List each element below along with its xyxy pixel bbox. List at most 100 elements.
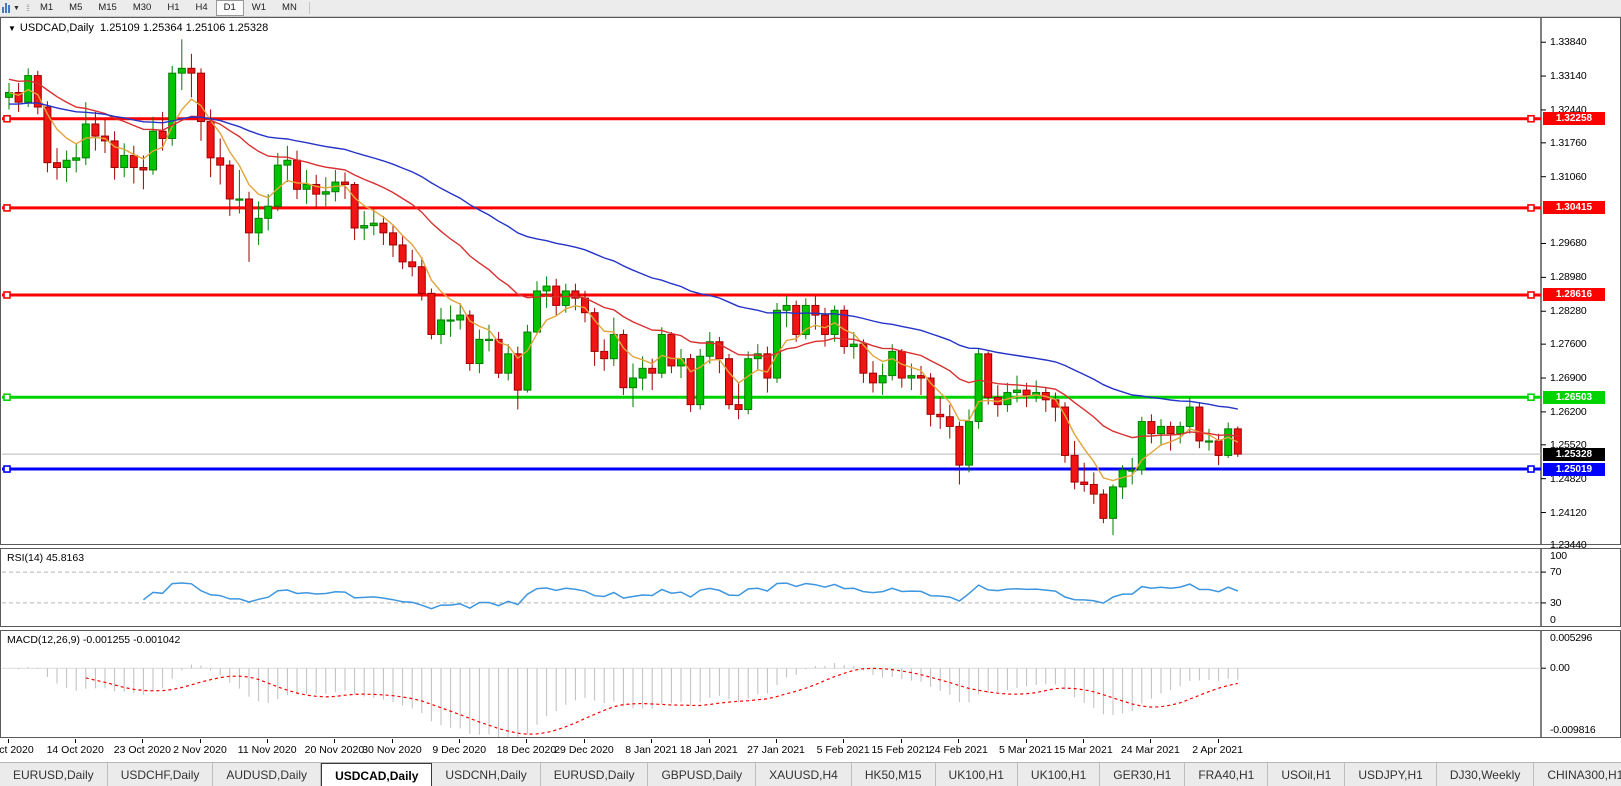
date-tick — [526, 739, 528, 743]
line-handle-icon[interactable] — [3, 465, 11, 473]
timeframe-button-h1[interactable]: H1 — [167, 2, 180, 13]
line-handle-icon[interactable] — [1527, 114, 1535, 123]
bottom-tab-fra40-h1[interactable]: FRA40,H1 — [1185, 763, 1269, 786]
price-axis-label: 1.31760 — [1550, 136, 1587, 149]
date-tick — [267, 739, 269, 743]
ma-medium-line[interactable] — [8, 78, 1238, 439]
bottom-tab-xauusd-h4[interactable]: XAUUSD,H4 — [756, 763, 852, 786]
date-tick — [1025, 739, 1027, 743]
line-handle-icon[interactable] — [3, 114, 11, 123]
date-label: 24 Mar 2021 — [1120, 744, 1180, 756]
line-handle-icon[interactable] — [3, 393, 11, 402]
price-axis-label: 1.33140 — [1550, 70, 1587, 83]
hline-price-label: 1.32258 — [1543, 112, 1605, 126]
bottom-tab-eurusd-daily[interactable]: EURUSD,Daily — [0, 763, 108, 786]
date-label: 29 Dec 2020 — [554, 744, 614, 756]
date-label: 2 Nov 2020 — [173, 744, 227, 756]
bottom-tab-dj30-weekly[interactable]: DJ30,Weekly — [1437, 763, 1535, 786]
line-handle-icon[interactable] — [1527, 291, 1535, 299]
rsi-panel: RSI(14) 45.8163 100 70 30 0 — [0, 548, 1621, 627]
timeframe-button-m30[interactable]: M30 — [132, 2, 152, 13]
price-axis-label: 1.26900 — [1550, 372, 1587, 385]
timeframe-button-w1[interactable]: W1 — [251, 2, 267, 13]
hline-price-label: 1.30415 — [1543, 201, 1605, 215]
bottom-tab-audusd-daily[interactable]: AUDUSD,Daily — [213, 763, 322, 786]
rsi-scale-top: 100 — [1550, 550, 1567, 562]
date-tick — [142, 739, 144, 743]
timeframe-button-h4[interactable]: H4 — [195, 2, 208, 13]
ma-slow-line[interactable] — [9, 102, 1238, 410]
rsi-title: RSI(14) 45.8163 — [7, 552, 85, 564]
line-handle-icon[interactable] — [3, 291, 11, 299]
date-tick — [900, 739, 902, 743]
ma-fast-line[interactable] — [8, 88, 1239, 482]
timeframe-toolbar: ▼ ⁞⁞ M1 M5 M15 M30 H1 H4 D1 W1 MN — [0, 0, 1621, 17]
timeframe-button-mn[interactable]: MN — [282, 2, 297, 13]
timeframe-button-m1[interactable]: M1 — [39, 2, 54, 13]
chart-title: ▼ USDCAD,Daily 1.25109 1.25364 1.25106 1.… — [8, 22, 268, 34]
bottom-tab-usdcnh-daily[interactable]: USDCNH,Daily — [432, 763, 541, 786]
timeframe-button-m15[interactable]: M15 — [98, 2, 117, 13]
price-axis-label: 1.33840 — [1550, 36, 1587, 49]
date-tick — [843, 739, 845, 743]
macd-title: MACD(12,26,9) -0.001255 -0.001042 — [7, 634, 181, 646]
price-axis-label: 1.26200 — [1550, 405, 1587, 418]
rsi-line — [142, 582, 1239, 610]
toolbar-grip-icon: ⁞⁞ — [25, 3, 30, 13]
bottom-tab-china300-h1[interactable]: CHINA300,H1 — [1534, 763, 1621, 786]
date-label: 9 Dec 2020 — [432, 744, 487, 756]
date-label: 24 Feb 2021 — [928, 744, 988, 756]
bar-chart-icon[interactable] — [2, 3, 11, 13]
candles-layer — [5, 39, 1242, 536]
hline-price-label: 1.28616 — [1543, 288, 1605, 302]
line-handle-icon[interactable] — [1527, 204, 1535, 212]
macd-signal-line — [85, 667, 1238, 735]
line-handle-icon[interactable] — [3, 204, 11, 212]
date-tick — [334, 739, 336, 743]
macd-histogram — [18, 662, 1239, 737]
date-label: 15 Feb 2021 — [871, 744, 931, 756]
macd-panel: MACD(12,26,9) -0.001255 -0.001042 0.0052… — [0, 630, 1621, 738]
date-label: 30 Nov 2020 — [362, 744, 422, 756]
caret-down-icon[interactable]: ▼ — [13, 4, 20, 12]
triangle-down-icon[interactable]: ▼ — [8, 24, 16, 33]
line-handle-icon[interactable] — [1527, 393, 1535, 402]
date-tick — [651, 739, 653, 743]
bottom-tab-usdcad-daily[interactable]: USDCAD,Daily — [321, 763, 433, 786]
price-axis-label: 1.28280 — [1550, 305, 1587, 318]
main-chart-panel: ▼ USDCAD,Daily 1.25109 1.25364 1.25106 1.… — [0, 17, 1621, 551]
bottom-tab-eurusd-daily[interactable]: EURUSD,Daily — [541, 763, 649, 786]
rsi-scale-30: 30 — [1550, 596, 1562, 609]
date-tick — [1217, 739, 1219, 743]
bottom-tab-uk100-h1[interactable]: UK100,H1 — [936, 763, 1018, 786]
bottom-tab-usdjpy-h1[interactable]: USDJPY,H1 — [1345, 763, 1437, 786]
date-tick — [200, 739, 201, 743]
bottom-tab-ger30-h1[interactable]: GER30,H1 — [1100, 763, 1186, 786]
bottom-tab-gbpusd-daily[interactable]: GBPUSD,Daily — [648, 763, 757, 786]
macd-scale-top: 0.005296 — [1550, 632, 1593, 644]
macd-chart[interactable] — [1, 631, 1621, 737]
date-label: 18 Jan 2021 — [679, 744, 738, 756]
hline-price-label: 1.25019 — [1543, 462, 1605, 476]
chart-symbol: USDCAD,Daily — [19, 22, 94, 34]
date-label: 8 Jan 2021 — [625, 744, 678, 756]
bottom-tab-uk100-h1[interactable]: UK100,H1 — [1018, 763, 1101, 786]
rsi-scale-70: 70 — [1550, 566, 1562, 579]
hline-price-label: 1.26503 — [1543, 390, 1605, 404]
candlestick-chart[interactable] — [1, 18, 1621, 544]
line-handle-icon[interactable] — [1527, 465, 1535, 473]
timeframe-button-d1[interactable]: D1 — [215, 0, 244, 16]
date-tick — [1083, 739, 1085, 743]
date-label: 23 Oct 2020 — [113, 744, 171, 756]
macd-scale-zero: 0.00 — [1550, 662, 1570, 675]
bottom-tab-usoil-h1[interactable]: USOil,H1 — [1268, 763, 1346, 786]
timeframe-button-m5[interactable]: M5 — [69, 2, 83, 13]
price-axis-label: 1.31060 — [1550, 170, 1587, 183]
bottom-tab-hk50-m15[interactable]: HK50,M15 — [852, 763, 936, 786]
date-tick — [392, 739, 393, 743]
bottom-tab-usdchf-daily[interactable]: USDCHF,Daily — [108, 763, 214, 786]
macd-scale-bottom: -0.009816 — [1550, 724, 1596, 736]
rsi-chart[interactable] — [1, 549, 1621, 626]
